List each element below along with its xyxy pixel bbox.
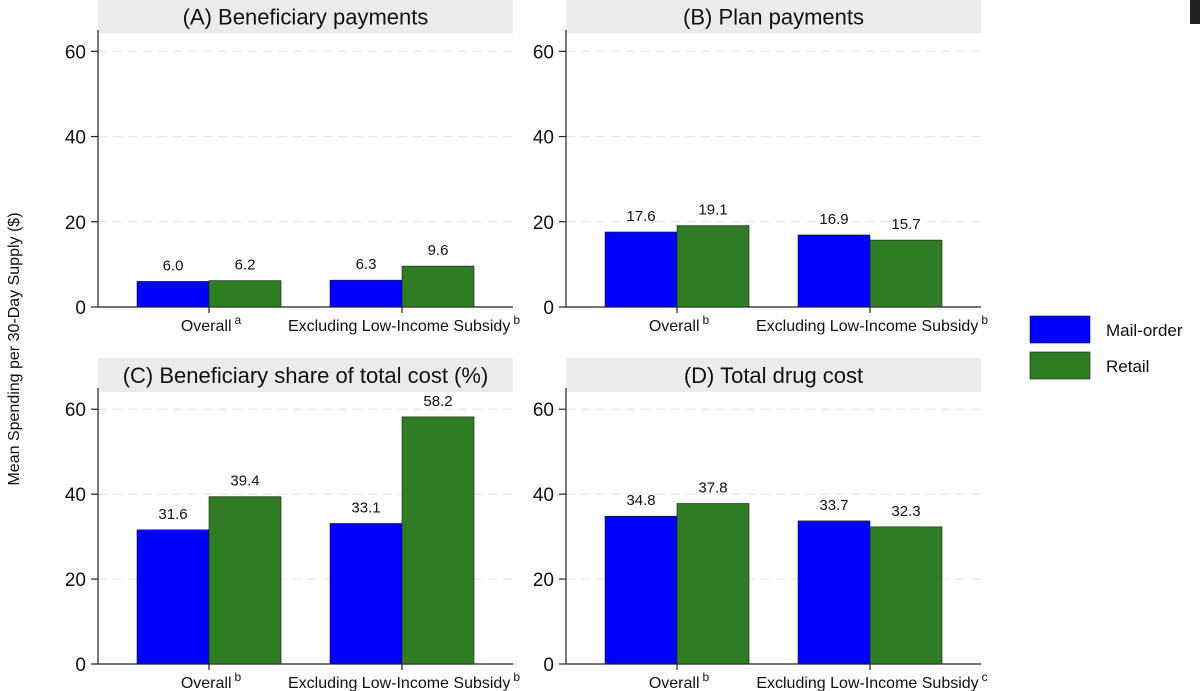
y-tick-label: 40: [65, 485, 86, 506]
panel-title: (C) Beneficiary share of total cost (%): [123, 363, 489, 388]
bar-mail-order: [604, 231, 678, 308]
category-superscript: b: [703, 313, 710, 327]
y-tick-label: 60: [533, 42, 554, 63]
y-tick-label: 0: [543, 298, 554, 319]
panel-title-strip: [566, 0, 981, 33]
bar-retail: [869, 239, 943, 308]
y-tick-label: 0: [75, 298, 86, 319]
bar-value-label: 6.0: [163, 257, 184, 274]
category-label-text: Overall: [181, 318, 232, 335]
category-label: Excluding Low-Income Subsidy b: [288, 313, 520, 335]
y-tick-label: 40: [533, 128, 554, 149]
bar-value-label: 6.3: [356, 256, 377, 273]
category-superscript: c: [982, 670, 988, 684]
bar-value-label: 17.6: [626, 208, 655, 225]
legend-background: [993, 280, 1200, 400]
y-tick-label: 20: [65, 570, 86, 591]
y-tick-label: 60: [65, 400, 86, 421]
y-tick-label: 20: [533, 570, 554, 591]
category-label: Overall b: [649, 313, 710, 335]
bar-value-label: 9.6: [428, 242, 449, 259]
bar-retail: [676, 225, 750, 308]
bar-value-label: 37.8: [698, 479, 727, 496]
category-label: Overall b: [181, 670, 242, 691]
bar-value-label: 19.1: [698, 202, 727, 219]
y-axis-title-group: Mean Spending per 30-Day Supply ($): [6, 212, 23, 485]
legend-swatch-retail: [1029, 351, 1091, 380]
bar-value-label: 15.7: [891, 216, 920, 233]
panel-4: (D) Total drug cost 0 20 40 60 34.8 37.8 Overal…: [533, 358, 988, 691]
bar-value-label: 16.9: [819, 211, 848, 228]
category-label-text: Overall: [649, 675, 700, 691]
category-superscript: b: [235, 670, 242, 684]
bar-retail: [401, 416, 475, 665]
panel-title: (D) Total drug cost: [684, 363, 863, 388]
panel-title: (B) Plan payments: [683, 5, 864, 30]
y-tick-label: 20: [65, 213, 86, 234]
y-tick-label: 40: [65, 128, 86, 149]
bar-mail-order: [136, 281, 210, 308]
category-label-text: Excluding Low-Income Subsidy: [288, 675, 510, 691]
y-tick-label: 60: [533, 400, 554, 421]
edge-marker: [1190, 0, 1200, 24]
bar-retail: [208, 280, 282, 308]
category-label-text: Excluding Low-Income Subsidy: [756, 675, 978, 691]
y-tick-label: 20: [533, 213, 554, 234]
y-tick-label: 60: [65, 42, 86, 63]
y-tick-label: 0: [75, 655, 86, 676]
bar-mail-order: [329, 279, 403, 308]
bar-value-label: 6.2: [235, 257, 256, 274]
category-label-text: Overall: [649, 318, 700, 335]
legend-swatch-mail-order: [1029, 315, 1091, 344]
bar-value-label: 58.2: [423, 393, 452, 410]
category-superscript: a: [235, 313, 242, 327]
panel-1: (A) Beneficiary payments 0 20 40 60 6.0 6.2 Ove…: [65, 0, 520, 335]
bar-value-label: 39.4: [230, 473, 259, 490]
legend: Mail-order Retail: [993, 0, 1200, 400]
category-label: Overall b: [649, 670, 710, 691]
panels: (A) Beneficiary payments 0 20 40 60 6.0 6.2 Ove…: [65, 0, 988, 691]
category-superscript: b: [513, 670, 520, 684]
panel-3: (C) Beneficiary share of total cost (%) 0…: [65, 358, 520, 691]
y-tick-label: 40: [533, 485, 554, 506]
bar-retail: [401, 265, 475, 308]
panel-title: (A) Beneficiary payments: [183, 5, 429, 30]
category-label: Excluding Low-Income Subsidy b: [756, 313, 988, 335]
legend-label: Mail-order: [1106, 321, 1183, 340]
y-axis-title: Mean Spending per 30-Day Supply ($): [6, 212, 23, 485]
bar-value-label: 32.3: [891, 503, 920, 520]
bar-mail-order: [797, 234, 871, 308]
bar-mail-order: [604, 515, 678, 665]
bar-value-label: 31.6: [158, 506, 187, 523]
category-label-text: Excluding Low-Income Subsidy: [288, 318, 510, 335]
bar-mail-order: [329, 523, 403, 665]
bar-value-label: 33.1: [351, 499, 380, 516]
bar-value-label: 33.7: [819, 497, 848, 514]
category-label: Excluding Low-Income Subsidy c: [756, 670, 987, 691]
panel-title-strip: [98, 358, 513, 392]
category-superscript: b: [703, 670, 710, 684]
category-label-text: Overall: [181, 675, 232, 691]
panel-title-strip: [566, 358, 981, 392]
category-label: Excluding Low-Income Subsidy b: [288, 670, 520, 691]
category-label-text: Excluding Low-Income Subsidy: [756, 318, 978, 335]
category-superscript: b: [981, 313, 988, 327]
bar-value-label: 34.8: [626, 492, 655, 509]
category-label: Overall a: [181, 313, 242, 335]
bar-retail: [208, 496, 282, 665]
y-tick-label: 0: [543, 655, 554, 676]
bar-retail: [676, 503, 750, 665]
bar-mail-order: [797, 520, 871, 665]
legend-label: Retail: [1106, 357, 1149, 376]
bar-retail: [869, 526, 943, 665]
category-superscript: b: [513, 313, 520, 327]
panel-title-strip: [98, 0, 513, 33]
bar-mail-order: [136, 529, 210, 665]
